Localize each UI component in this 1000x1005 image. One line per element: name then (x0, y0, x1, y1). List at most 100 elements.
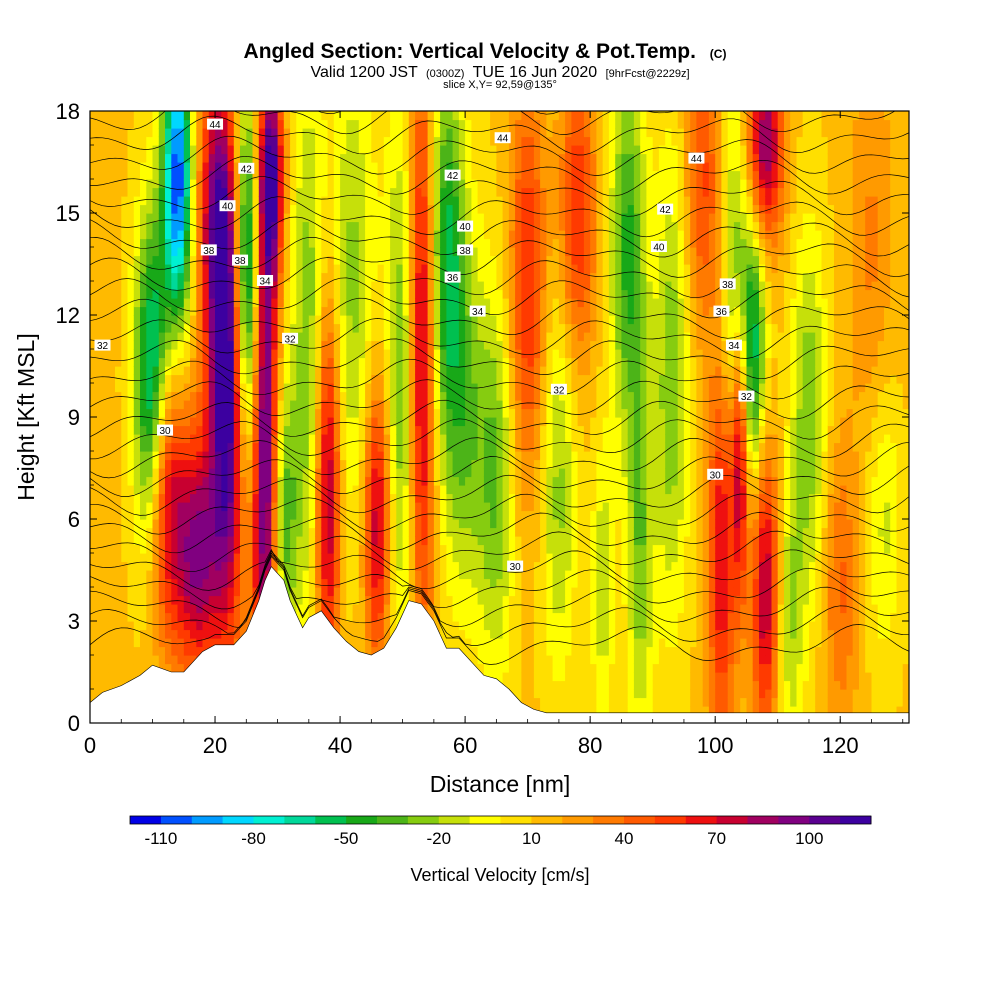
velocity-cell (440, 561, 447, 571)
velocity-cell (171, 238, 179, 248)
velocity-cell (371, 510, 379, 520)
velocity-cell (483, 459, 491, 469)
velocity-cell (283, 417, 291, 427)
velocity-cell (165, 289, 172, 299)
velocity-cell (346, 502, 354, 512)
velocity-cell (246, 544, 254, 554)
velocity-cell (508, 289, 516, 299)
velocity-cell (133, 536, 141, 546)
velocity-cell (365, 408, 372, 418)
velocity-cell (490, 366, 497, 376)
velocity-cell (415, 272, 422, 282)
velocity-cell (490, 298, 497, 308)
velocity-cell (302, 153, 310, 163)
velocity-cell (133, 578, 141, 588)
velocity-cell (415, 417, 422, 427)
velocity-cell (321, 553, 329, 563)
velocity-cell (427, 366, 435, 376)
velocity-cell (221, 383, 229, 393)
velocity-cell (446, 391, 454, 401)
velocity-cell (190, 408, 197, 418)
velocity-cell (252, 476, 260, 486)
velocity-cell (146, 315, 154, 325)
velocity-cell (258, 408, 266, 418)
velocity-cell (433, 179, 441, 189)
velocity-cell (227, 408, 235, 418)
velocity-cell (177, 153, 185, 163)
velocity-cell (115, 111, 122, 121)
velocity-cell (521, 638, 529, 648)
velocity-cell (315, 119, 322, 129)
velocity-cell (327, 349, 335, 359)
velocity-cell (290, 272, 297, 282)
velocity-cell (515, 604, 522, 614)
velocity-cell (483, 544, 491, 554)
velocity-cell (102, 400, 110, 410)
velocity-cell (102, 170, 110, 180)
velocity-cell (140, 332, 147, 342)
velocity-cell (446, 434, 454, 444)
velocity-cell (146, 612, 154, 622)
velocity-cell (177, 536, 185, 546)
velocity-cell (315, 451, 322, 461)
velocity-cell (502, 145, 510, 155)
velocity-cell (108, 502, 116, 512)
velocity-cell (183, 408, 191, 418)
velocity-cell (290, 510, 297, 520)
velocity-cell (202, 400, 210, 410)
velocity-cell (190, 646, 197, 656)
velocity-cell (358, 349, 366, 359)
velocity-cell (321, 391, 329, 401)
velocity-cell (415, 170, 422, 180)
velocity-cell (165, 655, 172, 665)
velocity-cell (177, 332, 185, 342)
velocity-cell (433, 391, 441, 401)
velocity-cell (452, 391, 460, 401)
velocity-cell (315, 383, 322, 393)
velocity-cell (290, 349, 297, 359)
velocity-cell (102, 425, 110, 435)
velocity-cell (290, 425, 297, 435)
velocity-cell (183, 315, 191, 325)
velocity-cell (321, 170, 329, 180)
velocity-cell (108, 340, 116, 350)
velocity-cell (377, 153, 385, 163)
velocity-cell (471, 578, 479, 588)
velocity-cell (152, 281, 160, 291)
velocity-cell (158, 595, 166, 605)
velocity-cell (358, 604, 366, 614)
velocity-cell (327, 612, 335, 622)
velocity-cell (296, 204, 304, 214)
velocity-cell (158, 170, 166, 180)
velocity-cell (402, 340, 410, 350)
velocity-cell (327, 400, 335, 410)
velocity-cell (108, 485, 116, 495)
velocity-cell (327, 425, 335, 435)
velocity-cell (421, 408, 429, 418)
velocity-cell (227, 357, 235, 367)
velocity-cell (177, 196, 185, 206)
velocity-cell (471, 366, 479, 376)
velocity-cell (190, 595, 197, 605)
velocity-cell (271, 213, 279, 223)
velocity-cell (483, 417, 491, 427)
velocity-cell (290, 519, 297, 529)
velocity-cell (302, 323, 310, 333)
velocity-cell (233, 561, 241, 571)
velocity-cell (340, 587, 347, 597)
velocity-cell (490, 119, 497, 129)
velocity-cell (258, 340, 266, 350)
velocity-cell (208, 442, 216, 452)
velocity-cell (115, 536, 122, 546)
velocity-cell (352, 510, 360, 520)
velocity-cell (133, 204, 141, 214)
velocity-cell (108, 408, 116, 418)
velocity-cell (152, 221, 160, 231)
velocity-cell (315, 519, 322, 529)
velocity-cell (296, 119, 304, 129)
velocity-cell (271, 510, 279, 520)
velocity-cell (471, 315, 479, 325)
velocity-cell (315, 468, 322, 478)
velocity-cell (377, 425, 385, 435)
